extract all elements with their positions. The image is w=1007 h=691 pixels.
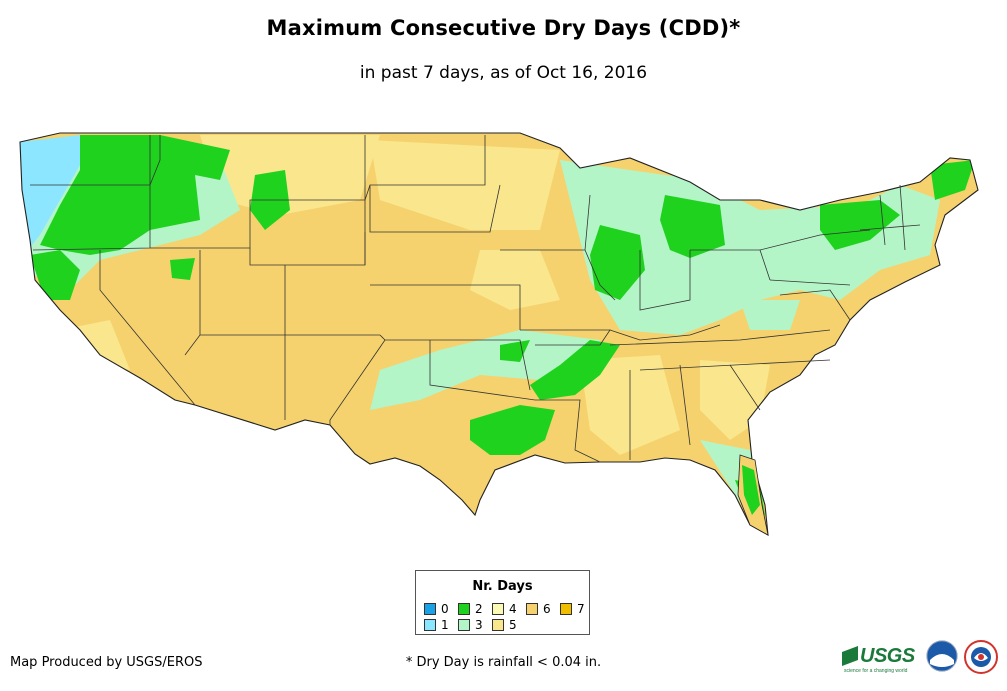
legend-swatch-1	[424, 619, 436, 631]
legend-label-5: 5	[509, 618, 517, 632]
legend-item-4: 4	[492, 602, 517, 616]
usgs-wave-icon	[842, 646, 858, 666]
legend-swatch-3	[458, 619, 470, 631]
noaa-logo-icon	[926, 640, 958, 672]
legend-label-4: 4	[509, 602, 517, 616]
usgs-tagline: science for a changing world	[844, 668, 908, 674]
legend-item-1: 1	[424, 618, 449, 632]
usgs-logo-text: USGS	[860, 644, 915, 667]
legend-label-3: 3	[475, 618, 483, 632]
dry-day-footnote: * Dry Day is rainfall < 0.04 in.	[405, 655, 602, 670]
legend-label-6: 6	[543, 602, 551, 616]
usgs-logo: USGS	[842, 644, 915, 668]
legend-swatch-0	[424, 603, 436, 615]
legend: Nr. Days 0 1 2 3 4 5 6 7	[415, 570, 590, 635]
legend-label-1: 1	[441, 618, 449, 632]
legend-item-0: 0	[424, 602, 449, 616]
legend-item-6: 6	[526, 602, 551, 616]
map-credit: Map Produced by USGS/EROS	[10, 655, 203, 670]
legend-swatch-5	[492, 619, 504, 631]
map-subtitle: in past 7 days, as of Oct 16, 2016	[359, 63, 648, 83]
legend-label-0: 0	[441, 602, 449, 616]
agency-logos: USGS science for a changing world	[842, 638, 1002, 678]
legend-title: Nr. Days	[472, 579, 533, 594]
legend-label-7: 7	[577, 602, 585, 616]
legend-item-2: 2	[458, 602, 483, 616]
legend-swatch-6	[526, 603, 538, 615]
legend-item-7: 7	[560, 602, 585, 616]
legend-swatch-7	[560, 603, 572, 615]
legend-swatch-2	[458, 603, 470, 615]
legend-item-5: 5	[492, 618, 517, 632]
map-title: Maximum Consecutive Dry Days (CDD)*	[266, 16, 741, 40]
legend-label-2: 2	[475, 602, 483, 616]
legend-item-3: 3	[458, 618, 483, 632]
legend-swatch-4	[492, 603, 504, 615]
national-weather-service-logo-icon	[964, 640, 998, 674]
